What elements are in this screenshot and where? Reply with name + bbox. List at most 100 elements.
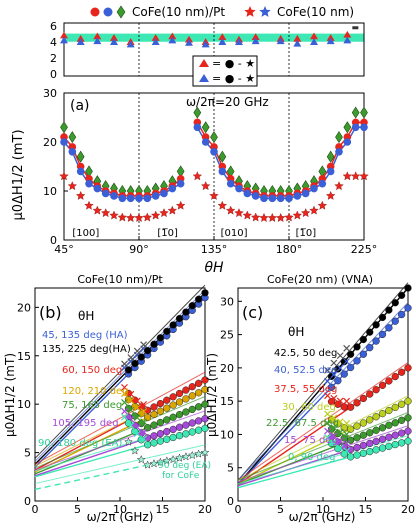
- c-cross-marker: [324, 392, 331, 400]
- b-fit-line-2: [34, 284, 206, 459]
- b-circle-marker: [201, 376, 209, 384]
- legend-label-cofe: CoFe(10 nm): [277, 5, 354, 19]
- b-cross-marker: [133, 347, 141, 355]
- c-cross-marker: [336, 444, 344, 452]
- b-star-marker: [181, 452, 191, 461]
- c-ytick-label: 25: [220, 329, 234, 342]
- b-cross-marker: [121, 399, 128, 406]
- b-cross-marker: [140, 418, 148, 426]
- c-circle-marker: [385, 406, 393, 415]
- panel-a-star: [209, 190, 219, 200]
- top-blue-triangle: [218, 38, 227, 45]
- panel-a-star: [175, 200, 186, 210]
- panel-c-xlabel: ω/2π (GHz): [289, 510, 356, 524]
- panel-a-xtick-label: 135°: [201, 243, 228, 256]
- b-cross-marker: [121, 407, 128, 415]
- c-cross-marker: [343, 447, 351, 455]
- b-circle-marker: [156, 437, 165, 445]
- b-circle-marker: [169, 321, 177, 329]
- top-blue-triangle: [151, 38, 160, 45]
- b-circle-marker: [201, 386, 209, 394]
- b-legend-entry: 60, 150 deg: [62, 365, 122, 376]
- c-circle-marker: [378, 435, 387, 443]
- c-circle-marker: [391, 299, 399, 307]
- b-legend-entry: 105, 195 deg: [52, 418, 119, 429]
- c-circle-marker: [346, 363, 355, 372]
- legend-red-circle: [90, 7, 100, 17]
- top-blue-triangle: [93, 37, 102, 45]
- b-star-marker: [187, 450, 197, 460]
- panel-c-legend-title: θH: [288, 325, 304, 339]
- c-circle-marker: [359, 350, 368, 358]
- c-circle-marker: [327, 398, 336, 406]
- top-band: [64, 33, 364, 42]
- panel-a-star: [267, 212, 278, 223]
- c-fit-line-2: [237, 362, 409, 481]
- panel-a-blue-circle: [276, 194, 285, 203]
- top-red-triangle: [251, 33, 260, 41]
- legend-blue-star: [259, 6, 271, 17]
- b-circle-marker: [188, 302, 196, 310]
- c-legend-entry: 30, 60 deg: [282, 402, 336, 413]
- c-cross-marker: [324, 427, 331, 435]
- b-fit-line-2: [34, 371, 206, 465]
- c-circle-marker: [404, 304, 412, 312]
- panel-a-blue-circle: [126, 194, 135, 203]
- panel-a-star: [100, 208, 111, 218]
- panel-a-green-diamond: [326, 150, 335, 163]
- c-legend-entry: 15, 75 deg: [284, 435, 338, 446]
- panel-a-blue-circle: [301, 189, 310, 198]
- c-circle-marker: [397, 400, 406, 408]
- c-circle-marker: [366, 344, 374, 352]
- c-cross-marker: [330, 394, 338, 402]
- c-circle-marker: [340, 403, 348, 411]
- b-star-marker: [136, 454, 146, 464]
- panel-a-direction-label: [100]: [72, 228, 99, 239]
- b-legend-entry: 120, 210 deg: [62, 386, 129, 397]
- panel-a-blue-circle: [260, 194, 268, 203]
- panel-a-blue-circle: [210, 148, 218, 156]
- b-cross-marker: [127, 406, 135, 414]
- c-circle-marker: [359, 394, 368, 403]
- b-xtick-label: 10: [113, 503, 127, 516]
- c-cross-marker: [330, 432, 338, 440]
- panel-a-blue-circle: [360, 123, 368, 132]
- c-circle-marker: [353, 357, 361, 365]
- b-xtick-label: 5: [74, 503, 81, 516]
- panel-a-star: [134, 212, 144, 223]
- b-circle-marker: [169, 413, 177, 421]
- panel-a-blue-circle: [60, 138, 68, 146]
- b-circle-marker: [169, 401, 177, 409]
- b-circle-marker: [182, 421, 190, 429]
- c-circle-marker: [366, 416, 374, 424]
- top-blue-triangle: [326, 37, 335, 45]
- b-circle-marker: [163, 404, 171, 412]
- panel-a-blue-circle: [235, 184, 243, 193]
- b-ytick-label: 5: [24, 447, 31, 460]
- c-circle-marker: [359, 441, 368, 450]
- panel-a-green-diamond: [76, 150, 85, 163]
- c-cross-marker: [336, 437, 344, 445]
- panel-a-direction-label: [1̅0]: [296, 228, 317, 239]
- b-cross-marker: [127, 397, 135, 405]
- b-circle-marker: [143, 347, 152, 355]
- c-cross-marker: [343, 440, 351, 447]
- b-circle-marker: [188, 392, 196, 400]
- top-ytick: 4: [50, 36, 57, 49]
- panel-a-green-diamond: [193, 106, 202, 119]
- box-text-1: = ● - ★: [212, 57, 255, 70]
- c-cross-marker: [343, 397, 351, 405]
- panel-a-blue-circle: [85, 179, 93, 188]
- top-red-triangle: [60, 31, 68, 39]
- c-cross-marker: [324, 419, 331, 427]
- b-circle-marker: [182, 408, 190, 416]
- panel-a-star: [284, 212, 294, 222]
- b-cross-marker: [121, 390, 128, 398]
- b-xtick-label: 0: [32, 503, 39, 516]
- top-panel: 6 4 2 0 = ● - ★ = ● - ★: [50, 20, 365, 87]
- panel-a-ylabel: μ0ΔH1/2 (mT): [11, 129, 26, 220]
- c-legend-entry: 22.5, 67.5 deg: [266, 418, 339, 429]
- b-legend-entry-cont: for CoFe: [162, 471, 200, 481]
